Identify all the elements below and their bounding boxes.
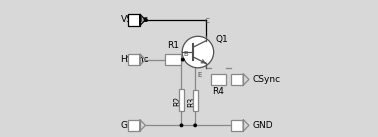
FancyBboxPatch shape bbox=[128, 54, 140, 65]
Text: C: C bbox=[205, 18, 210, 24]
Bar bbox=[179, 89, 184, 111]
Text: GND: GND bbox=[121, 121, 141, 130]
FancyBboxPatch shape bbox=[231, 119, 243, 131]
Text: VSync: VSync bbox=[121, 15, 149, 24]
Text: R1: R1 bbox=[167, 41, 179, 50]
Circle shape bbox=[145, 19, 147, 21]
Bar bbox=[211, 74, 226, 85]
Text: B: B bbox=[183, 51, 188, 57]
Circle shape bbox=[181, 58, 184, 61]
Circle shape bbox=[180, 124, 183, 127]
Text: R3: R3 bbox=[187, 96, 196, 106]
FancyBboxPatch shape bbox=[128, 14, 140, 26]
Text: Q1: Q1 bbox=[216, 35, 228, 44]
Circle shape bbox=[194, 124, 197, 127]
FancyBboxPatch shape bbox=[128, 119, 140, 131]
Text: CSync: CSync bbox=[253, 75, 281, 84]
FancyBboxPatch shape bbox=[231, 74, 243, 85]
Text: R2: R2 bbox=[173, 96, 182, 106]
Text: E: E bbox=[197, 72, 201, 78]
Bar bbox=[165, 55, 181, 65]
Text: R4: R4 bbox=[212, 87, 225, 96]
Circle shape bbox=[182, 36, 214, 68]
Text: GND: GND bbox=[253, 121, 273, 130]
Bar bbox=[192, 90, 198, 111]
Text: HSync: HSync bbox=[121, 55, 149, 64]
